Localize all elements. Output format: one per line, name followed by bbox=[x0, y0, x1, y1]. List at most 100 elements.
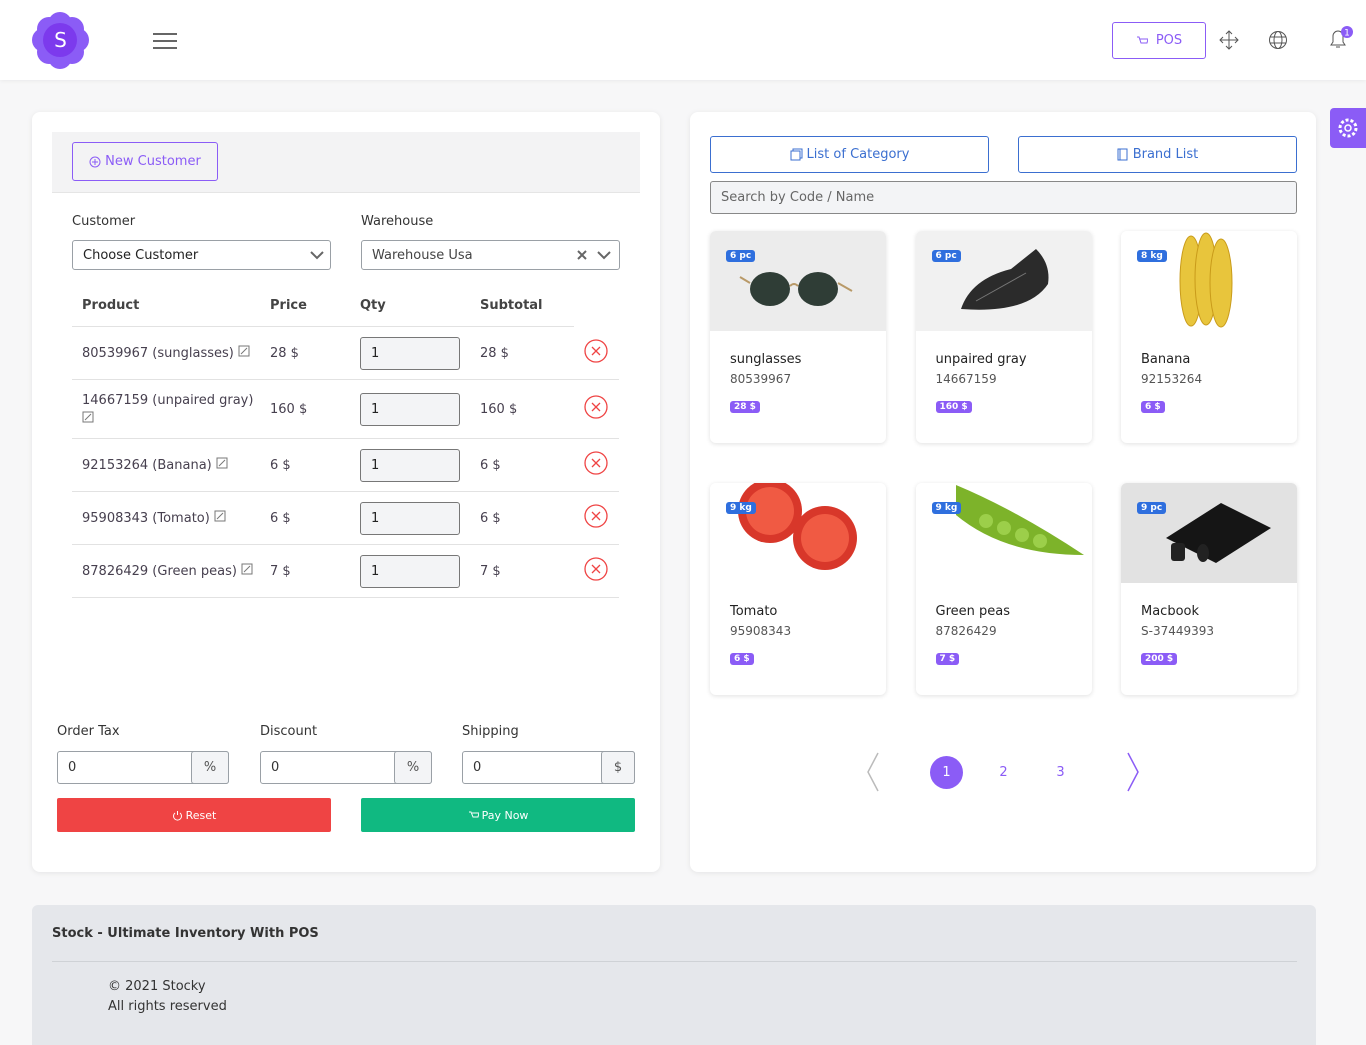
delete-button[interactable] bbox=[584, 338, 608, 367]
order_tax-label: Order Tax bbox=[57, 724, 120, 739]
fullscreen-icon[interactable] bbox=[1219, 30, 1239, 50]
logo-letter: S bbox=[54, 28, 67, 52]
product-code: 14667159 bbox=[935, 372, 997, 386]
reset-button[interactable]: Reset bbox=[57, 798, 331, 832]
edit-icon[interactable] bbox=[238, 345, 250, 357]
product-code: 92153264 bbox=[1141, 372, 1203, 386]
order_tax-unit: % bbox=[191, 751, 229, 784]
search-input[interactable]: Search by Code / Name bbox=[710, 181, 1297, 214]
footer-rule bbox=[52, 961, 1297, 962]
price-badge: 200 $ bbox=[1141, 653, 1178, 665]
shipping-label: Shipping bbox=[462, 724, 519, 739]
price-badge: 28 $ bbox=[730, 401, 760, 413]
footer-title: Stock - Ultimate Inventory With POS bbox=[52, 926, 319, 941]
product-image bbox=[1121, 483, 1297, 583]
logo[interactable]: S bbox=[32, 12, 89, 69]
product-image bbox=[915, 231, 1092, 331]
language-icon[interactable] bbox=[1268, 30, 1288, 50]
page-number[interactable]: 3 bbox=[1056, 765, 1065, 780]
price-cell: 28 $ bbox=[270, 345, 299, 361]
product-code: S-37449393 bbox=[1141, 624, 1215, 638]
delete-button[interactable] bbox=[584, 450, 608, 479]
page-number[interactable]: 2 bbox=[999, 765, 1008, 780]
qty-input[interactable]: 1 bbox=[360, 554, 460, 588]
brand-button[interactable]: Brand List bbox=[1018, 136, 1297, 173]
cart-panel: New Customer Customer Choose Customer Wareh… bbox=[32, 112, 660, 872]
product-code: 80539967 bbox=[730, 372, 792, 386]
product-image bbox=[710, 231, 886, 331]
price-badge: 6 $ bbox=[1141, 401, 1165, 413]
discount-label: Discount bbox=[260, 724, 318, 739]
brand-button-label: Brand List bbox=[1132, 147, 1199, 162]
qty-input[interactable]: 1 bbox=[360, 336, 460, 370]
qty-input[interactable]: 1 bbox=[360, 392, 460, 426]
product-name: Tomato bbox=[730, 604, 778, 619]
row-rule bbox=[72, 597, 619, 598]
page-number[interactable]: 1 bbox=[930, 756, 963, 789]
next-page[interactable] bbox=[1126, 752, 1140, 796]
cart-icon bbox=[468, 811, 479, 817]
new-customer-label: New Customer bbox=[105, 154, 201, 169]
delete-button[interactable] bbox=[584, 503, 608, 532]
stock-badge: 6 pc bbox=[726, 250, 756, 262]
product-card[interactable]: 6 pc sunglasses 80539967 28 $ bbox=[710, 231, 886, 443]
edit-icon[interactable] bbox=[82, 411, 94, 423]
rights: All rights reserved bbox=[108, 999, 227, 1014]
product-card[interactable]: 8 kg Banana 92153264 6 $ bbox=[1121, 231, 1297, 443]
customer-label: Customer bbox=[72, 214, 136, 229]
price-badge: 160 $ bbox=[935, 401, 972, 413]
delete-button[interactable] bbox=[584, 556, 608, 585]
qty-input[interactable]: 1 bbox=[360, 501, 460, 535]
shipping-unit: $ bbox=[601, 751, 635, 784]
pay-now-label: Pay Now bbox=[481, 808, 529, 822]
row-rule bbox=[72, 491, 619, 492]
plus-icon bbox=[89, 156, 101, 167]
warehouse-select[interactable]: Warehouse Usa bbox=[361, 240, 620, 270]
edit-icon[interactable] bbox=[214, 510, 226, 522]
stock-badge: 6 pc bbox=[931, 250, 961, 262]
edit-icon[interactable] bbox=[216, 457, 228, 469]
column-header: Price bbox=[270, 298, 307, 313]
price-badge: 6 $ bbox=[730, 653, 754, 665]
footer: Stock - Ultimate Inventory With POS © 202… bbox=[32, 905, 1316, 1045]
pos-button[interactable]: POS bbox=[1112, 22, 1206, 59]
row-rule bbox=[72, 379, 619, 380]
stock-badge: 8 kg bbox=[1137, 250, 1167, 262]
product-card[interactable]: 9 kg Tomato 95908343 6 $ bbox=[710, 483, 886, 695]
catalog-panel: List of Category Brand List Search by Code… bbox=[690, 112, 1316, 872]
product-name: sunglasses bbox=[730, 352, 802, 367]
notification-icon[interactable]: 1 bbox=[1326, 24, 1356, 52]
product-code: 87826429 bbox=[935, 624, 997, 638]
qty-input[interactable]: 1 bbox=[360, 448, 460, 482]
top-bar: S POS 1 bbox=[0, 0, 1366, 80]
product-image bbox=[1121, 231, 1297, 331]
cart-icon bbox=[1136, 36, 1148, 43]
category-button[interactable]: List of Category bbox=[710, 136, 989, 173]
clear-chevron bbox=[577, 250, 611, 260]
new-customer-button[interactable]: New Customer bbox=[72, 142, 218, 181]
product-card[interactable]: 9 kg Green peas 87826429 7 $ bbox=[915, 483, 1092, 695]
edit-icon[interactable] bbox=[241, 563, 253, 575]
subtotal-cell: 6 $ bbox=[480, 457, 501, 473]
product-cell: 80539967 (sunglasses) bbox=[82, 344, 257, 363]
subtotal-cell: 160 $ bbox=[480, 401, 518, 417]
settings-tab[interactable] bbox=[1330, 108, 1366, 148]
product-card[interactable]: 6 pc unpaired gray 14667159 160 $ bbox=[915, 231, 1092, 443]
pos-label: POS bbox=[1155, 33, 1183, 48]
product-cell: 95908343 (Tomato) bbox=[82, 509, 257, 528]
row-rule bbox=[72, 438, 619, 439]
delete-button[interactable] bbox=[584, 394, 608, 423]
notification-count: 1 bbox=[1344, 29, 1350, 39]
pay-now-button[interactable]: Pay Now bbox=[361, 798, 635, 832]
warehouse-label: Warehouse bbox=[361, 214, 434, 229]
reset-icon bbox=[172, 810, 182, 821]
column-header: Product bbox=[82, 298, 140, 313]
discount-unit: % bbox=[394, 751, 432, 784]
price-cell: 6 $ bbox=[270, 510, 291, 526]
product-card[interactable]: 9 pc Macbook S-37449393 200 $ bbox=[1121, 483, 1297, 695]
prev-page[interactable] bbox=[866, 752, 880, 796]
menu-toggle[interactable] bbox=[152, 32, 178, 50]
product-cell: 14667159 (unpaired gray) bbox=[82, 391, 257, 429]
customer-select[interactable]: Choose Customer bbox=[72, 240, 331, 270]
product-name: Macbook bbox=[1141, 604, 1200, 619]
